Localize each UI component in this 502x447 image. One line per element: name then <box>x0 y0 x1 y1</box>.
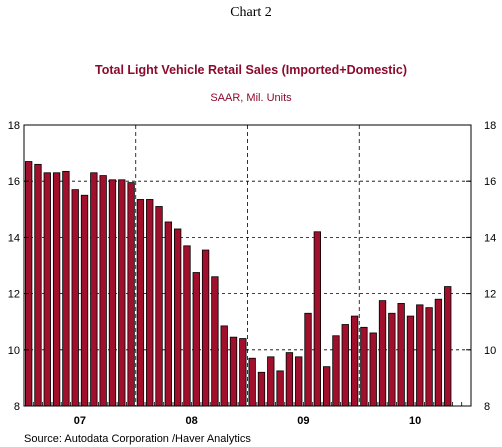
y-tick-label: 10 <box>484 345 496 357</box>
bar <box>304 312 312 407</box>
x-year-label: 10 <box>409 415 421 427</box>
bar <box>183 245 191 407</box>
bar <box>341 324 349 407</box>
bar <box>257 371 266 407</box>
bar <box>267 356 275 407</box>
y-tick-label: 14 <box>8 232 20 244</box>
bar <box>276 370 284 407</box>
source-note: Source: Autodata Corporation /Haver Anal… <box>24 433 251 445</box>
x-year-label: 08 <box>186 415 198 427</box>
bar <box>248 357 256 407</box>
x-year-label: 07 <box>74 415 86 427</box>
bar <box>369 332 377 407</box>
y-tick-label: 14 <box>484 232 496 244</box>
bar <box>378 300 387 407</box>
bar <box>239 338 247 407</box>
bar <box>397 303 405 407</box>
bar <box>90 172 98 407</box>
chart-number-label: Chart 2 <box>230 5 272 20</box>
y-tick-label: 18 <box>484 120 496 132</box>
y-tick-label: 16 <box>8 176 20 188</box>
y-tick-label: 8 <box>14 401 20 413</box>
bar <box>285 352 294 407</box>
bar <box>136 199 145 407</box>
bar <box>80 194 89 407</box>
bar <box>43 172 51 407</box>
bar <box>173 228 182 407</box>
bar <box>52 172 61 407</box>
bar <box>360 326 368 407</box>
bar <box>155 206 163 407</box>
y-axis-right-labels: 8 10 12 14 16 18 <box>484 120 496 413</box>
bar <box>350 315 359 407</box>
bar <box>332 335 340 407</box>
bar <box>127 182 135 407</box>
y-tick-label: 10 <box>8 345 20 357</box>
x-year-label: 09 <box>297 415 309 427</box>
bar <box>201 249 210 407</box>
bar <box>62 170 70 407</box>
bar <box>99 175 107 407</box>
bar <box>211 276 219 407</box>
chart-title: Total Light Vehicle Retail Sales (Import… <box>95 63 407 77</box>
bar <box>388 312 396 407</box>
bar <box>24 161 33 407</box>
axis-ticks <box>24 124 471 407</box>
bar <box>108 179 117 407</box>
x-axis-year-labels: 07 08 09 10 <box>74 415 422 427</box>
y-axis-left-labels: 8 10 12 14 16 18 <box>8 120 20 413</box>
y-tick-label: 12 <box>8 289 20 301</box>
y-tick-label: 16 <box>484 176 496 188</box>
bar <box>71 189 79 407</box>
y-tick-label: 8 <box>484 401 490 413</box>
bar <box>220 325 228 407</box>
bar <box>34 163 42 407</box>
bar-series <box>24 161 452 407</box>
bar <box>229 336 238 407</box>
plot-frame <box>23 124 472 407</box>
bar <box>416 304 424 407</box>
chart-subtitle: SAAR, Mil. Units <box>210 92 292 104</box>
bar <box>322 366 331 407</box>
bar <box>406 315 415 407</box>
bar <box>434 298 443 407</box>
bar <box>164 221 173 407</box>
y-tick-label: 12 <box>484 289 496 301</box>
bar <box>118 179 126 407</box>
bar <box>444 286 452 407</box>
bar <box>146 199 154 407</box>
y-tick-label: 18 <box>8 120 20 132</box>
bar <box>192 272 200 407</box>
bar <box>295 356 303 407</box>
bar <box>313 231 322 407</box>
bar <box>425 307 433 407</box>
